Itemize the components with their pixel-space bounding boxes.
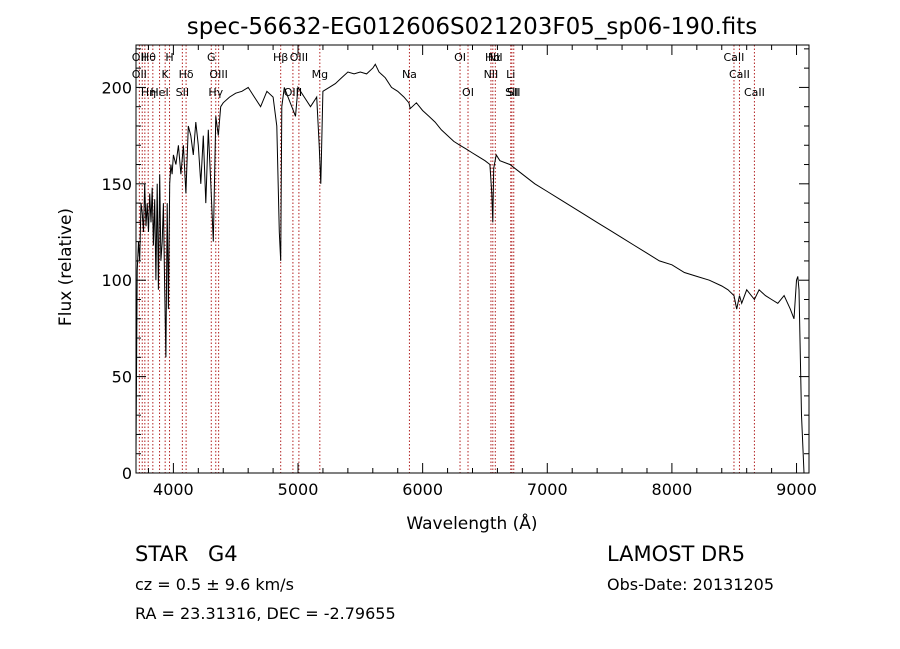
- line-label-7: SII: [176, 86, 189, 99]
- line-label-19: Hα: [485, 51, 501, 64]
- x-tick-label-5000: 5000: [278, 480, 319, 499]
- line-label-10: Hγ: [208, 86, 223, 99]
- line-label-25: CaII: [724, 51, 745, 64]
- y-tick-label-100: 100: [101, 271, 132, 290]
- object-class: STAR: [135, 542, 188, 566]
- line-label-18: OI: [462, 86, 474, 99]
- line-label-27: CaII: [744, 86, 765, 99]
- chart-title: spec-56632-EG012606S021203F05_sp06-190.f…: [187, 14, 758, 40]
- line-label-17: OI: [454, 51, 466, 64]
- x-tick-label-9000: 9000: [776, 480, 817, 499]
- line-label-14: OIII: [290, 51, 308, 64]
- line-label-6: H: [165, 51, 173, 64]
- line-label-8: Hδ: [179, 68, 194, 81]
- line-label-20: NII: [484, 68, 499, 81]
- line-label-23: Li: [506, 68, 515, 81]
- x-tick-label-7000: 7000: [527, 480, 568, 499]
- coordinates-readout: RA = 23.31316, DEC = -2.79655: [135, 604, 396, 623]
- line-label-26: CaII: [729, 68, 750, 81]
- line-label-0: OII: [132, 68, 147, 81]
- line-label-9: G: [207, 51, 216, 64]
- line-label-3: Hη: [141, 86, 156, 99]
- object-subclass: G4: [208, 542, 238, 566]
- line-label-24: SII: [507, 86, 520, 99]
- line-label-15: Mg: [312, 68, 328, 81]
- line-label-11: OIII: [209, 68, 227, 81]
- plot-frame: [135, 44, 810, 474]
- y-tick-label-200: 200: [101, 78, 132, 97]
- x-tick-label-4000: 4000: [153, 480, 194, 499]
- line-label-5: K: [162, 68, 170, 81]
- line-label-4: HeI: [150, 86, 168, 99]
- redshift-readout: cz = 0.5 ± 9.6 km/s: [135, 575, 294, 594]
- y-axis-label: Flux (relative): [56, 208, 76, 326]
- survey-name: LAMOST DR5: [607, 542, 745, 566]
- y-axis-ticks: 0 50 100 150 200: [101, 48, 809, 483]
- line-label-22: SII: [505, 86, 518, 99]
- spectral-line-markers: [138, 45, 755, 473]
- line-label-2: OII: [132, 51, 147, 64]
- x-tick-label-6000: 6000: [402, 480, 443, 499]
- y-tick-label-50: 50: [112, 368, 132, 387]
- line-label-16: Na: [402, 68, 417, 81]
- line-label-12: Hβ: [273, 51, 288, 64]
- y-tick-label-150: 150: [101, 175, 132, 194]
- y-tick-label-0: 0: [122, 464, 132, 483]
- x-tick-label-8000: 8000: [652, 480, 693, 499]
- line-label-1: Hθ: [141, 51, 156, 64]
- x-axis-ticks: 4000 5000 6000 7000 8000 9000: [147, 45, 817, 499]
- spectrum-series-line: [135, 63, 805, 474]
- line-label-21: NII: [488, 51, 503, 64]
- x-axis-label: Wavelength (Å): [406, 512, 537, 534]
- observation-date: Obs-Date: 20131205: [607, 575, 774, 594]
